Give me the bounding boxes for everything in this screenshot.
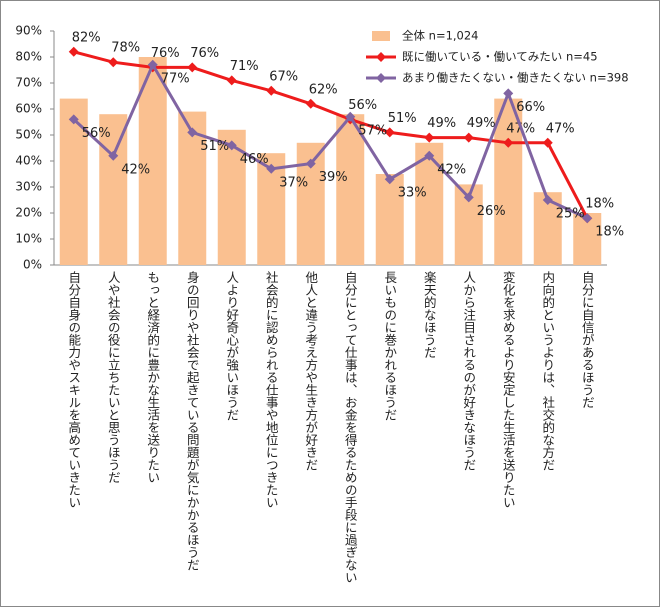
y-tick-label: 80% <box>15 50 42 64</box>
value-label: 51% <box>388 111 417 126</box>
y-tick-label: 40% <box>15 154 42 168</box>
marker <box>305 98 316 109</box>
marker <box>582 213 593 224</box>
y-tick-label: 20% <box>15 206 42 220</box>
marker <box>187 62 198 73</box>
marker <box>503 137 514 148</box>
value-label: 25% <box>556 207 585 222</box>
x-tick-label: 変化を求めるより安定した生活を送りたい <box>501 270 516 509</box>
value-label: 62% <box>309 82 338 97</box>
value-label: 26% <box>477 204 506 219</box>
value-label: 78% <box>111 41 140 56</box>
x-tick-label: 人より好奇心が強いほうだ <box>224 271 239 421</box>
value-label: 77% <box>161 71 190 86</box>
bar <box>99 114 128 265</box>
line <box>73 50 589 219</box>
y-tick-label: 60% <box>15 102 42 116</box>
legend-label: 既に働いている・働いてみたい n=45 <box>402 50 598 64</box>
x-tick-label: 楽天的なほうだ <box>422 270 437 359</box>
value-label: 82% <box>72 30 101 45</box>
marker <box>542 137 553 148</box>
x-tick-label: 人や社会の役に立ちたいと思うほうだ <box>106 271 121 484</box>
value-label: 49% <box>427 116 456 131</box>
value-label: 71% <box>230 59 259 74</box>
y-tick-label: 10% <box>15 232 42 246</box>
marker <box>108 57 119 68</box>
value-label: 42% <box>121 162 150 177</box>
value-label: 76% <box>151 46 180 61</box>
legend-marker <box>376 52 386 62</box>
y-tick-label: 70% <box>15 76 42 90</box>
x-tick-label: 身の回りや社会で起きている問題が気にかかるほうだ <box>185 270 200 571</box>
x-tick-label: 長いものに巻かれるほうだ <box>382 271 397 421</box>
legend-marker <box>376 73 386 83</box>
value-label: 57% <box>358 123 387 138</box>
value-label: 76% <box>190 46 219 61</box>
marker <box>305 158 316 169</box>
marker <box>226 75 237 86</box>
value-label: 18% <box>595 225 624 240</box>
bar <box>138 57 167 265</box>
bar <box>415 142 444 265</box>
x-tick-label: 自分に自信があるほうだ <box>580 271 595 409</box>
value-label: 66% <box>516 100 545 115</box>
x-tick-label: 社会的に認められる仕事や地位につきたい <box>264 270 279 509</box>
value-label: 47% <box>546 121 575 136</box>
value-label: 56% <box>348 98 377 113</box>
marker <box>384 174 395 185</box>
marker <box>463 192 474 203</box>
value-label: 56% <box>82 126 111 141</box>
value-label: 33% <box>398 186 427 201</box>
marker <box>68 114 79 125</box>
y-tick-label: 30% <box>15 180 42 194</box>
x-tick-label: 人から注目されるのが好きなほうだ <box>461 271 476 471</box>
value-label: 42% <box>437 162 466 177</box>
line <box>72 61 588 220</box>
marker <box>424 132 435 143</box>
y-tick-label: 50% <box>15 128 42 142</box>
marker <box>187 127 198 138</box>
y-tick-label: 0% <box>23 258 42 272</box>
value-label: 39% <box>319 170 348 185</box>
legend-swatch <box>372 31 390 41</box>
bar <box>375 174 404 265</box>
x-tick-label: 内向的というよりは、社交的な方だ <box>540 271 555 471</box>
value-label: 51% <box>200 139 229 154</box>
y-tick-label: 90% <box>15 24 42 38</box>
marker <box>266 163 277 174</box>
value-label: 18% <box>585 197 614 212</box>
bar <box>494 98 523 265</box>
legend-label: あまり働きたくない・働きたくない n=398 <box>402 71 629 85</box>
marker <box>503 88 514 99</box>
x-tick-label: 自分にとって仕事は、お金を得るための手段に過ぎない <box>343 271 358 584</box>
value-label: 67% <box>269 69 298 84</box>
marker <box>147 59 158 70</box>
marker <box>424 150 435 161</box>
value-label: 46% <box>240 152 269 167</box>
legend-label: 全体 n=1,024 <box>402 29 479 43</box>
bar <box>336 114 365 265</box>
marker <box>384 127 395 138</box>
marker <box>266 85 277 96</box>
value-label: 37% <box>279 175 308 190</box>
marker <box>542 195 553 205</box>
x-tick-label: 自分自身の能力やスキルを高めていきたい <box>66 271 81 509</box>
marker <box>345 111 356 122</box>
marker <box>463 132 474 143</box>
value-label: 49% <box>467 116 496 131</box>
marker <box>108 150 119 161</box>
marker <box>68 46 79 57</box>
marker <box>226 140 237 151</box>
x-tick-label: 他人と違う考え方や生き方が好きだ <box>303 271 318 471</box>
x-tick-label: もっと経済的に豊かな生活を送りたい <box>145 271 160 484</box>
